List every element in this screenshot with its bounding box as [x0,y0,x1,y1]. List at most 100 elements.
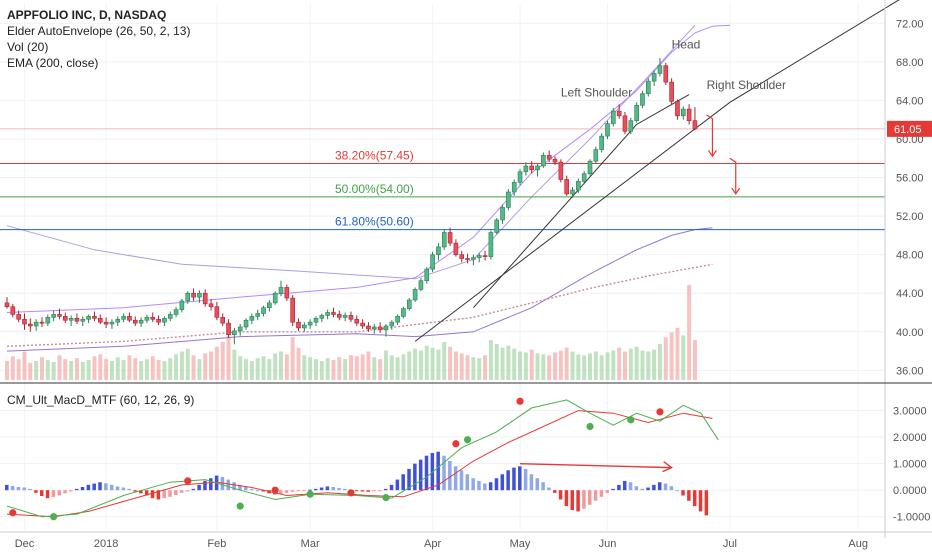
volume-bar [249,361,254,380]
volume-bar [634,346,639,380]
macd-histogram-bar [179,490,184,493]
volume-bar [652,349,657,380]
candle-body [570,189,575,195]
price-tick-label: 52.00 [896,211,924,223]
volume-bar [139,361,144,380]
candle-body [447,232,453,244]
macd-cross-point [656,408,664,416]
macd-histogram-bar [372,490,376,492]
candle-body [611,110,616,124]
macd-cross-point [50,513,58,521]
price-tick-label: 48.00 [896,250,924,262]
volume-bar [121,360,126,380]
candle-body [138,319,144,324]
volume-bar [430,347,435,380]
volume-bar [86,360,91,380]
candle-body [28,323,33,327]
candle-body [226,322,231,335]
candle-body [197,292,202,298]
candle-body [488,232,494,257]
volume-bar [127,355,132,380]
macd-histogram-bar [698,490,703,512]
candle-body [80,318,86,322]
volume-bar [144,359,149,380]
candle-body [68,317,74,321]
volume-bar [51,361,56,380]
candle-body [459,254,465,259]
candle-body [144,317,150,321]
candle-body [494,219,500,233]
candle-body [599,135,604,150]
candle-body [214,306,220,318]
candle-body [389,321,395,327]
candle-body [354,318,360,324]
candle-body [121,316,126,320]
volume-bar [372,357,377,380]
macd-histogram-bar [413,463,417,491]
volume-bar [10,356,15,380]
candle-body [476,255,482,258]
macd-histogram-bar [115,486,120,491]
macd-histogram-bar [104,483,108,491]
volume-bar [348,355,353,380]
macd-histogram-bar [407,468,411,491]
macd-histogram-bar [611,488,615,491]
last-price-tag [887,120,932,137]
macd-histogram-bar [343,488,347,491]
volume-bar [22,351,27,380]
macd-histogram-bar [220,476,225,491]
macd-histogram-bar [512,467,516,491]
volume-bar [692,340,697,380]
candle-body [535,165,540,171]
candle-body [237,326,243,332]
volume-bar [407,351,412,380]
macd-histogram-bar [51,490,56,498]
candle-body [342,315,348,318]
macd-histogram-bar [10,485,15,491]
macd-cross-point [236,502,244,510]
price-tick-label: 68.00 [896,57,924,69]
candle-body [191,292,196,298]
candle-body [284,287,290,299]
volume-bar [646,351,651,380]
macd-histogram-bar [80,487,85,491]
macd-histogram-bar [646,487,650,491]
candle-body [395,316,400,323]
macd-histogram-bar [109,484,114,491]
candle-body [348,315,354,320]
volume-bar [488,340,493,380]
x-tick-label: Aug [848,538,868,550]
candle-body [296,321,301,329]
macd-tick-label: 2.0000 [893,432,927,444]
volume-bar [611,350,616,380]
macd-histogram-bar [144,490,149,496]
volume-bar [582,355,587,380]
macd-histogram-bar [477,480,481,491]
volume-bar [185,348,190,380]
volume-bar [279,351,284,380]
macd-histogram-bar [675,490,679,492]
chart-title: APPFOLIO INC, D, NASDAQ [7,8,167,22]
price-tick-label: 40.00 [896,327,924,339]
volume-bar [465,355,470,380]
candle-body [22,318,27,325]
candle-body [576,181,581,191]
candle-body [319,315,325,319]
volume-bar [343,359,348,380]
candle-body [232,330,237,335]
volume-bar [512,348,517,380]
candle-body [179,300,185,310]
candle-body [10,306,16,315]
volume-bar [162,361,167,380]
candle-body [97,317,103,323]
macd-histogram-bar [692,490,697,507]
volume-bar [442,342,447,380]
volume-bar [588,353,592,380]
volume-bar [424,345,429,380]
candle-body [255,313,260,317]
macd-histogram-bar [588,490,592,505]
x-tick-label: May [510,538,531,550]
candle-body [552,158,558,163]
candle-body [162,317,167,323]
candle-body [132,319,138,324]
